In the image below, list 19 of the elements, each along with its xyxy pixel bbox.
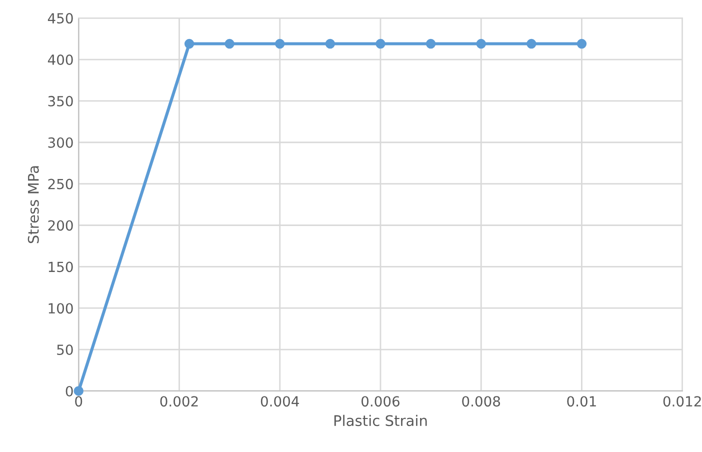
y-tick-label: 350 <box>48 96 73 106</box>
x-tick-label: 0.012 <box>663 396 701 407</box>
y-tick-label: 450 <box>48 13 73 24</box>
x-tick-label: 0.008 <box>462 396 500 407</box>
y-tick-label: 400 <box>48 54 73 65</box>
y-tick-label: 0 <box>66 386 73 396</box>
y-axis-title: Stress MPa <box>28 166 39 244</box>
x-tick-label: 0.01 <box>567 396 596 407</box>
y-tick-label: 50 <box>57 344 73 356</box>
x-tick-label: 0 <box>75 396 82 407</box>
y-tick-label: 250 <box>48 178 73 190</box>
y-tick-label: 200 <box>48 220 73 231</box>
x-tick-label: 0.006 <box>362 396 400 407</box>
y-tick-label: 300 <box>48 137 73 148</box>
x-axis-title: Plastic Strain <box>334 414 427 426</box>
x-tick-label: 0.004 <box>260 396 299 407</box>
x-tick-label: 0.002 <box>160 396 198 407</box>
y-tick-label: 150 <box>48 262 73 272</box>
y-tick-label: 100 <box>48 303 73 314</box>
